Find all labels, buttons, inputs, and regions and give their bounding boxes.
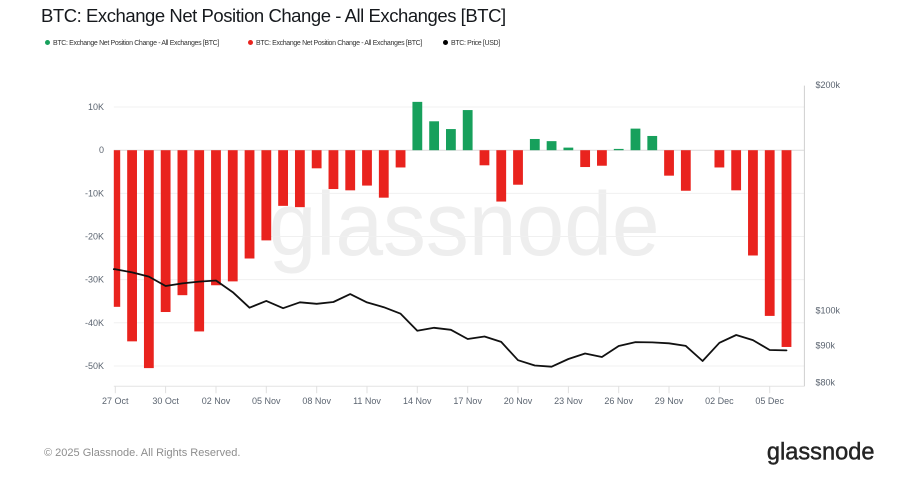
svg-text:-50K: -50K xyxy=(85,361,104,371)
svg-text:23 Nov: 23 Nov xyxy=(554,396,583,406)
svg-text:10K: 10K xyxy=(88,102,104,112)
svg-text:26 Nov: 26 Nov xyxy=(604,396,633,406)
svg-text:29 Nov: 29 Nov xyxy=(655,396,684,406)
svg-text:$90k: $90k xyxy=(816,341,836,351)
svg-text:$80k: $80k xyxy=(816,378,836,388)
svg-text:20 Nov: 20 Nov xyxy=(504,396,533,406)
svg-text:glassnode: glassnode xyxy=(269,175,660,275)
svg-text:08 Nov: 08 Nov xyxy=(302,396,331,406)
svg-text:-40K: -40K xyxy=(85,318,104,328)
svg-text:05 Dec: 05 Dec xyxy=(755,396,784,406)
svg-text:$200k: $200k xyxy=(816,80,841,90)
svg-text:0: 0 xyxy=(99,145,104,155)
svg-text:05 Nov: 05 Nov xyxy=(252,396,281,406)
svg-text:14 Nov: 14 Nov xyxy=(403,396,432,406)
svg-text:02 Dec: 02 Dec xyxy=(705,396,734,406)
svg-text:-20K: -20K xyxy=(85,232,104,242)
svg-text:17 Nov: 17 Nov xyxy=(453,396,482,406)
svg-text:02 Nov: 02 Nov xyxy=(202,396,231,406)
svg-text:-10K: -10K xyxy=(85,188,104,198)
svg-text:30 Oct: 30 Oct xyxy=(152,396,179,406)
svg-text:$100k: $100k xyxy=(816,306,841,316)
svg-text:27 Oct: 27 Oct xyxy=(102,396,129,406)
svg-text:-30K: -30K xyxy=(85,275,104,285)
svg-text:11 Nov: 11 Nov xyxy=(353,396,381,406)
